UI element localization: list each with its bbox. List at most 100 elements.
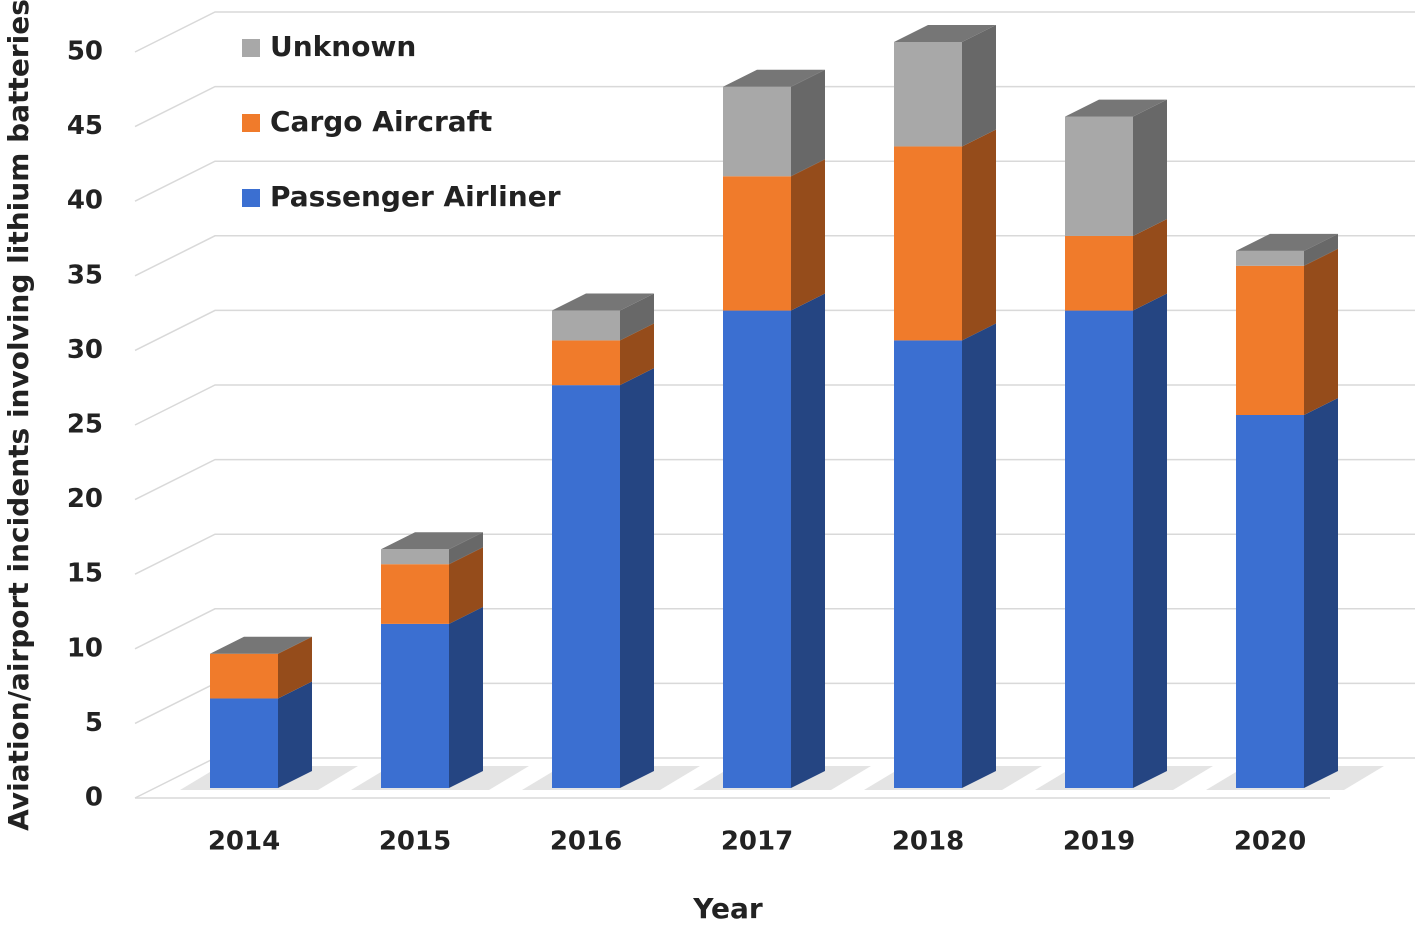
y-tick-label: 45 — [67, 111, 103, 141]
bar-face — [1065, 310, 1133, 788]
x-tick-label: 2016 — [550, 827, 622, 857]
bar-segment — [894, 129, 996, 341]
bar-segment — [894, 25, 996, 147]
x-tick-label: 2014 — [208, 827, 280, 857]
bar-face — [962, 323, 996, 788]
bar-top — [723, 69, 825, 87]
grid-line — [134, 533, 1415, 575]
bar-segment — [1065, 293, 1167, 788]
bar-segment — [381, 606, 483, 788]
bar-face — [791, 293, 825, 788]
bar-segment — [1065, 99, 1167, 236]
y-tick-label: 0 — [85, 783, 103, 813]
grid-line — [134, 11, 1415, 53]
bar-face — [1133, 99, 1167, 236]
legend-label: Cargo Aircraft — [270, 105, 492, 138]
bar-top — [210, 636, 312, 654]
legend-label: Unknown — [270, 30, 416, 63]
bar-segment — [210, 636, 312, 699]
grid-line — [134, 608, 1415, 650]
bar-segment — [381, 532, 483, 565]
bar-face — [723, 86, 791, 177]
y-axis-title: Aviation/airport incidents involving lit… — [2, 0, 35, 831]
bar-segment — [552, 293, 654, 341]
grid-line — [134, 160, 1415, 202]
bar-face — [449, 606, 483, 788]
bar-top — [1065, 99, 1167, 117]
bar-face — [552, 385, 620, 788]
legend-swatch — [242, 114, 260, 132]
bar-face — [723, 176, 791, 311]
bar-segment — [1236, 233, 1338, 266]
bar-segment — [1236, 248, 1338, 415]
y-tick-label: 5 — [85, 708, 103, 738]
bar-face — [552, 340, 620, 386]
bar-face — [1065, 235, 1133, 311]
bar-face — [1304, 248, 1338, 415]
bar-top — [381, 532, 483, 550]
y-tick-label: 20 — [67, 484, 103, 514]
grid-line — [134, 235, 1415, 277]
bar-face — [962, 129, 996, 341]
x-tick-label: 2015 — [379, 827, 451, 857]
bar-segment — [723, 293, 825, 788]
bar-face — [620, 368, 654, 788]
bar-face — [1236, 265, 1304, 415]
y-tick-label: 30 — [67, 335, 103, 365]
bar-segment — [1065, 218, 1167, 311]
y-tick-label: 50 — [67, 37, 103, 67]
bar-face — [210, 698, 278, 788]
bar-face — [1304, 398, 1338, 788]
grid-line — [134, 458, 1415, 501]
y-tick-label: 35 — [67, 260, 103, 290]
bar-face — [723, 310, 791, 788]
bar-face — [894, 146, 962, 341]
bar-face — [1236, 415, 1304, 788]
bar-face — [791, 159, 825, 311]
x-tick-label: 2019 — [1063, 827, 1135, 857]
bar-segment — [894, 323, 996, 788]
x-axis-title: Year — [692, 892, 763, 925]
bar-face — [894, 340, 962, 788]
bar-face — [791, 69, 825, 177]
bar-face — [1133, 218, 1167, 311]
bar-face — [552, 310, 620, 341]
y-tick-label: 10 — [67, 633, 103, 663]
x-tick-label: 2020 — [1234, 827, 1306, 857]
bar-face — [620, 323, 654, 386]
y-tick-label: 25 — [67, 410, 103, 440]
bar-top — [1236, 233, 1338, 251]
bar-segment — [210, 681, 312, 788]
bar-face — [962, 25, 996, 147]
bar-face — [1304, 233, 1338, 266]
bar-face — [210, 653, 278, 699]
bar-face — [278, 636, 312, 699]
bar-face — [278, 681, 312, 788]
grid-line — [134, 384, 1415, 426]
bar-segment — [723, 159, 825, 311]
bar-face — [1236, 250, 1304, 266]
bar-face — [449, 547, 483, 624]
y-tick-label: 15 — [67, 559, 103, 589]
bar-face — [894, 42, 962, 147]
bar-face — [449, 532, 483, 565]
bar-face — [1133, 293, 1167, 788]
bar-segment — [381, 547, 483, 624]
bar-face — [1065, 116, 1133, 236]
y-tick-label: 40 — [67, 186, 103, 216]
bar-face — [620, 293, 654, 341]
bar-segment — [552, 323, 654, 386]
bar-segment — [723, 69, 825, 177]
bar-segment — [1236, 398, 1338, 788]
legend-label: Passenger Airliner — [270, 180, 561, 213]
grid-line — [134, 85, 1415, 128]
legend-swatch — [242, 189, 260, 207]
bar-face — [381, 623, 449, 788]
bar-top — [552, 293, 654, 311]
grid-line — [134, 309, 1415, 352]
bar-segment — [552, 368, 654, 788]
bar-top — [894, 25, 996, 42]
x-tick-label: 2018 — [892, 827, 964, 857]
legend-swatch — [242, 39, 260, 57]
